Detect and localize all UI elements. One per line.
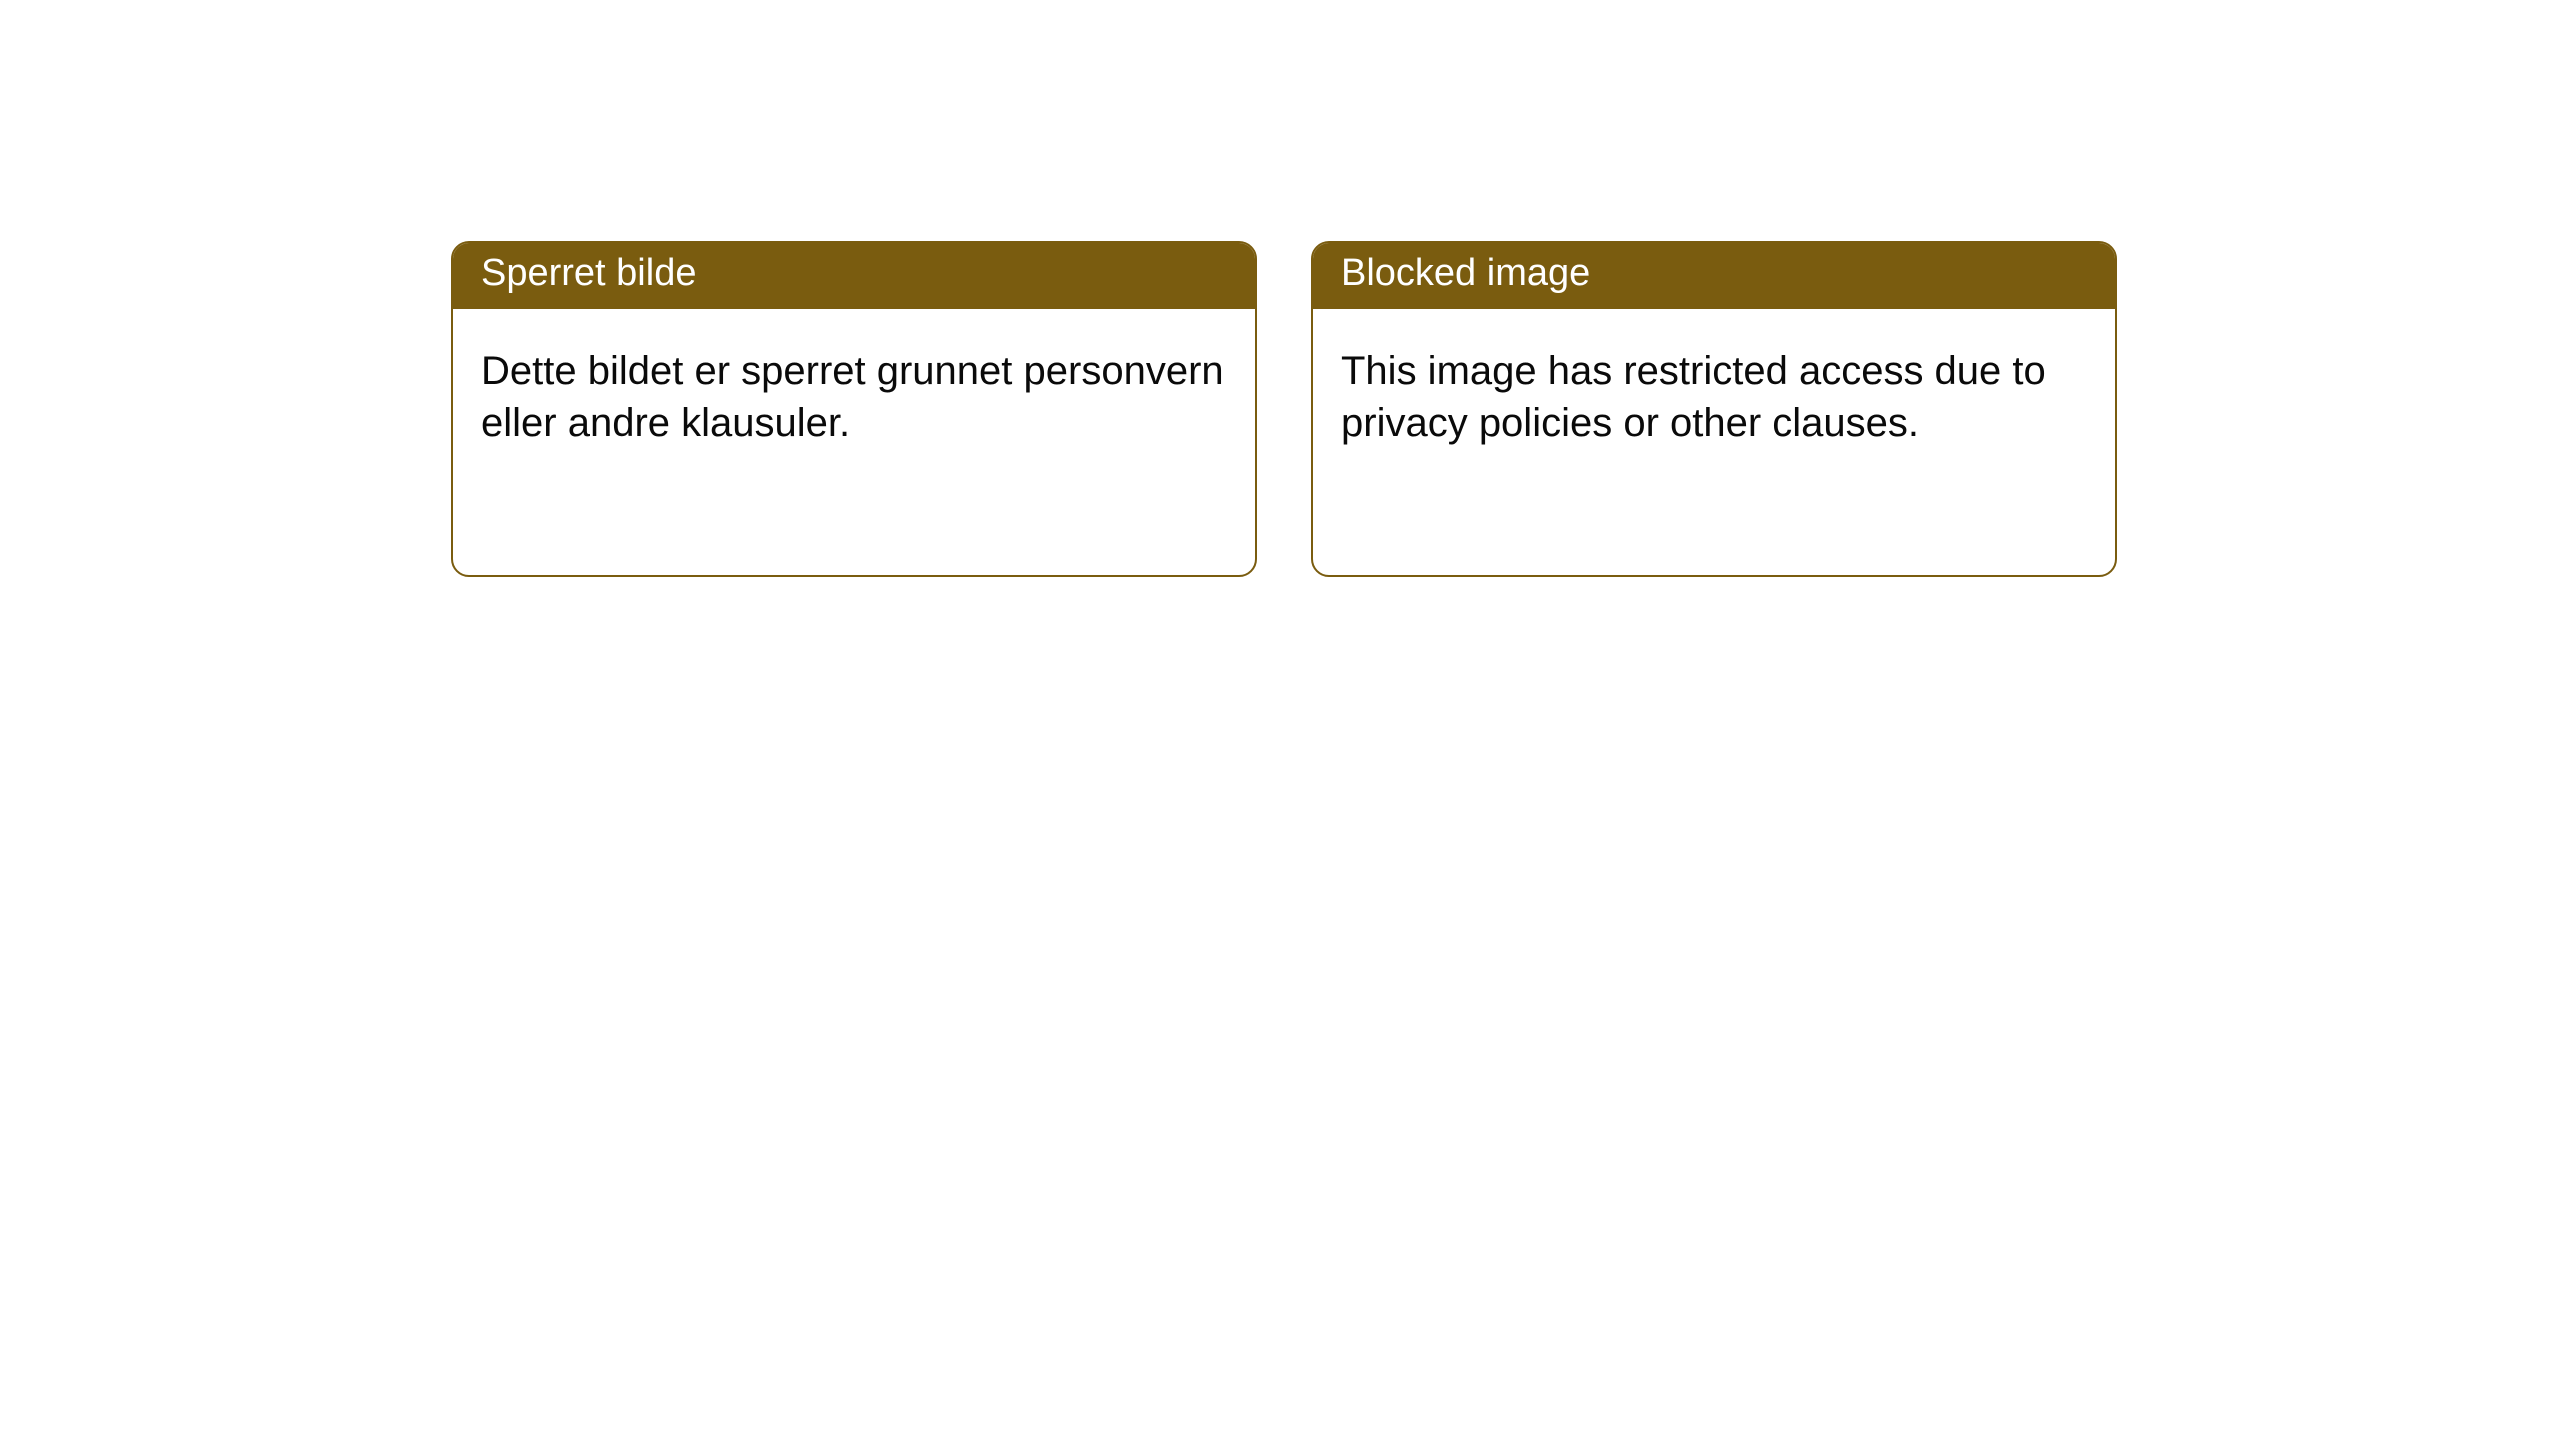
- notice-title: Sperret bilde: [481, 252, 696, 294]
- notice-box-english: Blocked image This image has restricted …: [1311, 241, 2117, 577]
- notice-box-norwegian: Sperret bilde Dette bildet er sperret gr…: [451, 241, 1257, 577]
- notice-header: Blocked image: [1313, 243, 2115, 309]
- notice-header: Sperret bilde: [453, 243, 1255, 309]
- notice-container: Sperret bilde Dette bildet er sperret gr…: [0, 0, 2560, 577]
- notice-title: Blocked image: [1341, 252, 1590, 294]
- notice-body-text: Dette bildet er sperret grunnet personve…: [481, 349, 1224, 445]
- notice-body: Dette bildet er sperret grunnet personve…: [453, 309, 1255, 485]
- notice-body: This image has restricted access due to …: [1313, 309, 2115, 485]
- notice-body-text: This image has restricted access due to …: [1341, 349, 2046, 445]
